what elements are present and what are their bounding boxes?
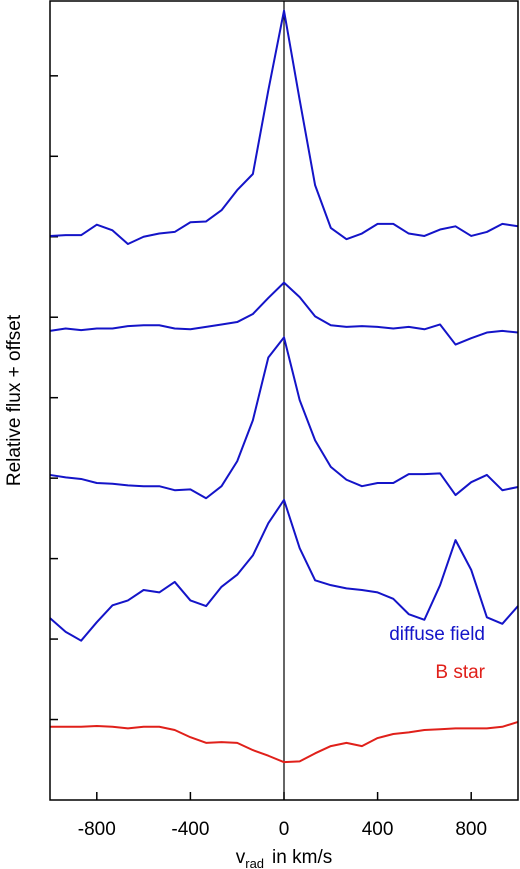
series-line bbox=[49, 281, 519, 346]
y-axis-label: Relative flux + offset bbox=[4, 314, 25, 486]
x-tick-label: -800 bbox=[78, 819, 116, 840]
series-line bbox=[50, 720, 519, 764]
series-line bbox=[49, 9, 519, 245]
series-line bbox=[49, 498, 519, 642]
x-tick-label: 800 bbox=[455, 819, 487, 840]
legend-entry: diffuse field bbox=[389, 624, 485, 645]
x-tick-label: 0 bbox=[279, 819, 290, 840]
x-tick-label: -400 bbox=[171, 819, 209, 840]
x-axis-label: vrad in km/s bbox=[236, 847, 332, 869]
x-label-sub: rad bbox=[245, 856, 264, 869]
x-label-rest: in km/s bbox=[272, 847, 332, 868]
series-line bbox=[49, 336, 519, 500]
plot-frame bbox=[49, 0, 519, 801]
legend-entry: B star bbox=[435, 662, 485, 683]
x-tick-label: 400 bbox=[362, 819, 394, 840]
x-label-main: v bbox=[236, 847, 246, 868]
